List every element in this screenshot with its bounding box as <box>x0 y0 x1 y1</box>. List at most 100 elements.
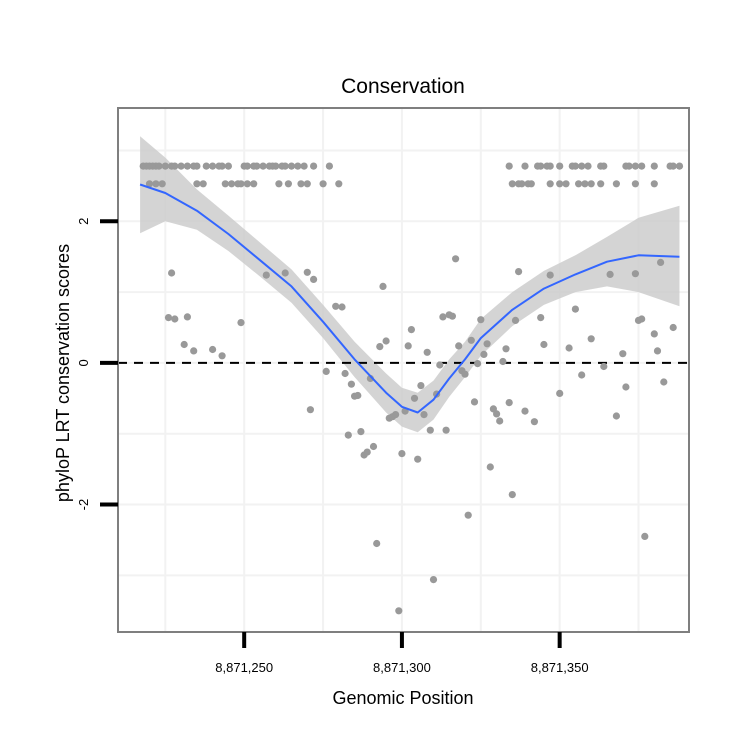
data-point <box>650 180 658 188</box>
data-point <box>259 162 267 170</box>
data-point <box>511 316 520 324</box>
data-point <box>303 268 311 276</box>
data-point <box>631 180 640 188</box>
data-point <box>237 180 245 188</box>
data-points <box>139 162 684 615</box>
data-point <box>354 391 362 400</box>
data-point <box>335 180 343 188</box>
data-point <box>622 383 630 391</box>
y-axis-title: phyloP LRT conservation scores <box>53 244 73 502</box>
data-point <box>376 343 384 351</box>
data-point <box>657 258 665 266</box>
data-point <box>527 180 535 188</box>
data-point <box>158 180 166 188</box>
data-point <box>556 162 564 170</box>
data-point <box>193 162 201 170</box>
data-point <box>168 269 176 277</box>
data-point <box>502 345 510 353</box>
data-point <box>420 411 428 419</box>
data-point <box>470 398 479 406</box>
data-point <box>556 389 564 397</box>
x-tick-label: 8,871,350 <box>531 660 589 675</box>
data-point <box>190 347 198 355</box>
data-point <box>161 162 169 170</box>
data-point <box>253 162 261 170</box>
data-point <box>284 180 292 188</box>
data-point <box>363 448 371 456</box>
data-point <box>619 350 627 358</box>
data-point <box>303 180 311 188</box>
data-point <box>439 313 447 321</box>
data-point <box>467 336 475 344</box>
data-point <box>486 463 494 471</box>
data-point <box>546 180 554 188</box>
data-point <box>426 426 434 434</box>
data-point <box>300 162 308 170</box>
data-point <box>171 162 179 170</box>
data-point <box>319 180 327 188</box>
data-point <box>625 162 633 170</box>
data-point <box>275 180 283 188</box>
data-point <box>597 180 605 188</box>
data-point <box>177 162 185 170</box>
data-point <box>310 162 318 170</box>
data-point <box>180 340 188 349</box>
data-point <box>341 369 349 378</box>
data-point <box>228 180 236 188</box>
data-point <box>464 511 472 519</box>
data-point <box>171 315 179 323</box>
data-point <box>496 417 504 425</box>
data-point <box>193 180 201 188</box>
data-point <box>164 314 173 322</box>
x-axis: 8,871,250 8,871,300 8,871,350 <box>215 632 589 675</box>
chart-title: Conservation <box>341 75 465 98</box>
data-point <box>332 302 340 310</box>
data-point <box>237 319 245 327</box>
data-point <box>521 407 529 415</box>
data-point <box>505 399 513 407</box>
data-point <box>518 180 526 188</box>
confidence-ribbon <box>140 136 680 433</box>
y-tick-label: -2 <box>76 499 91 511</box>
x-tick-label: 8,871,300 <box>373 660 431 675</box>
data-point <box>584 162 592 170</box>
data-point <box>546 271 554 279</box>
data-point <box>508 491 516 499</box>
data-point <box>325 162 333 170</box>
data-point <box>152 180 160 188</box>
data-point <box>571 162 580 170</box>
x-tick-label: 8,871,250 <box>215 660 273 675</box>
data-point <box>515 268 523 276</box>
data-point <box>262 271 270 279</box>
data-point <box>224 162 232 170</box>
data-point <box>243 180 251 188</box>
data-point <box>638 162 646 170</box>
data-point <box>436 361 444 369</box>
data-point <box>578 162 586 170</box>
data-point <box>477 316 485 324</box>
data-point <box>344 431 352 439</box>
data-point <box>209 162 217 170</box>
data-point <box>414 455 422 463</box>
data-point <box>410 394 419 402</box>
data-point <box>357 428 365 436</box>
data-point <box>250 180 258 188</box>
data-point <box>499 357 507 366</box>
data-point <box>631 162 640 170</box>
data-point <box>281 269 289 277</box>
data-point <box>183 313 191 321</box>
data-point <box>306 406 314 414</box>
data-point <box>669 162 677 170</box>
data-point <box>631 270 640 278</box>
data-point <box>650 162 658 170</box>
data-point <box>587 180 595 188</box>
y-tick-label: 2 <box>76 218 91 225</box>
data-point <box>379 282 387 290</box>
data-point <box>581 180 589 188</box>
data-point <box>404 342 412 350</box>
data-point <box>521 162 529 170</box>
data-point <box>612 412 621 420</box>
x-axis-title: Genomic Position <box>332 688 473 708</box>
data-point <box>669 323 677 332</box>
data-point <box>537 162 545 170</box>
